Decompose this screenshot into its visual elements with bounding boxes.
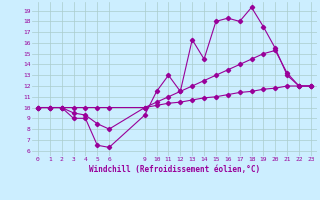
X-axis label: Windchill (Refroidissement éolien,°C): Windchill (Refroidissement éolien,°C) [89, 165, 260, 174]
